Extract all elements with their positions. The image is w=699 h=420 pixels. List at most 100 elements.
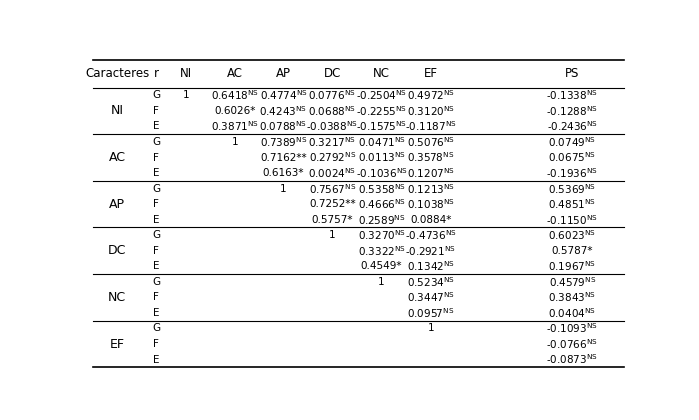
Text: -0.1093$^{\mathregular{NS}}$: -0.1093$^{\mathregular{NS}}$ xyxy=(547,322,598,336)
Text: 0.3217$^{\mathregular{NS}}$: 0.3217$^{\mathregular{NS}}$ xyxy=(308,135,356,149)
Text: 0.5787*: 0.5787* xyxy=(552,246,593,256)
Text: 0.0113$^{\mathregular{NS}}$: 0.0113$^{\mathregular{NS}}$ xyxy=(357,151,405,164)
Text: 0.0675$^{\mathregular{NS}}$: 0.0675$^{\mathregular{NS}}$ xyxy=(548,151,596,164)
Text: F: F xyxy=(153,199,159,209)
Text: AP: AP xyxy=(109,198,125,211)
Text: E: E xyxy=(153,215,159,225)
Text: AP: AP xyxy=(276,67,291,80)
Text: 0.3871$^{\mathregular{NS}}$: 0.3871$^{\mathregular{NS}}$ xyxy=(210,120,259,133)
Text: 0.0749$^{\mathregular{NS}}$: 0.0749$^{\mathregular{NS}}$ xyxy=(548,135,596,149)
Text: -0.2436$^{\mathregular{NS}}$: -0.2436$^{\mathregular{NS}}$ xyxy=(547,120,598,133)
Text: 0.0788$^{\mathregular{NS}}$: 0.0788$^{\mathregular{NS}}$ xyxy=(259,120,308,133)
Text: -0.4736$^{\mathregular{NS}}$: -0.4736$^{\mathregular{NS}}$ xyxy=(405,228,456,242)
Text: 0.3270$^{\mathregular{NS}}$: 0.3270$^{\mathregular{NS}}$ xyxy=(357,228,405,242)
Text: 0.6163*: 0.6163* xyxy=(263,168,304,178)
Text: 0.0688$^{\mathregular{NS}}$: 0.0688$^{\mathregular{NS}}$ xyxy=(308,104,356,118)
Text: 0.0404$^{\mathregular{NS}}$: 0.0404$^{\mathregular{NS}}$ xyxy=(548,306,596,320)
Text: 0.3447$^{\mathregular{NS}}$: 0.3447$^{\mathregular{NS}}$ xyxy=(407,291,455,304)
Text: -0.2504$^{\mathregular{NS}}$: -0.2504$^{\mathregular{NS}}$ xyxy=(356,89,407,102)
Text: 0.1342$^{\mathregular{NS}}$: 0.1342$^{\mathregular{NS}}$ xyxy=(407,260,455,273)
Text: 0.5757*: 0.5757* xyxy=(312,215,353,225)
Text: F: F xyxy=(153,246,159,256)
Text: 0.4851$^{\mathregular{NS}}$: 0.4851$^{\mathregular{NS}}$ xyxy=(548,197,596,211)
Text: -0.1338$^{\mathregular{NS}}$: -0.1338$^{\mathregular{NS}}$ xyxy=(547,89,598,102)
Text: 1: 1 xyxy=(428,323,434,333)
Text: -0.1187$^{\mathregular{NS}}$: -0.1187$^{\mathregular{NS}}$ xyxy=(405,120,456,133)
Text: 0.0957$^{\mathregular{NS}}$: 0.0957$^{\mathregular{NS}}$ xyxy=(408,306,454,320)
Text: -0.1288$^{\mathregular{NS}}$: -0.1288$^{\mathregular{NS}}$ xyxy=(547,104,598,118)
Text: 0.1038$^{\mathregular{NS}}$: 0.1038$^{\mathregular{NS}}$ xyxy=(407,197,455,211)
Text: -0.0766$^{\mathregular{NS}}$: -0.0766$^{\mathregular{NS}}$ xyxy=(547,337,598,351)
Text: 0.4666$^{\mathregular{NS}}$: 0.4666$^{\mathregular{NS}}$ xyxy=(357,197,405,211)
Text: NI: NI xyxy=(110,105,124,118)
Text: E: E xyxy=(153,121,159,131)
Text: 0.4579$^{\mathregular{NS}}$: 0.4579$^{\mathregular{NS}}$ xyxy=(549,275,596,289)
Text: 0.7389$^{\mathregular{NS}}$: 0.7389$^{\mathregular{NS}}$ xyxy=(260,135,307,149)
Text: F: F xyxy=(153,106,159,116)
Text: -0.1036$^{\mathregular{NS}}$: -0.1036$^{\mathregular{NS}}$ xyxy=(356,166,408,180)
Text: EF: EF xyxy=(110,338,124,351)
Text: F: F xyxy=(153,292,159,302)
Text: 0.7162**: 0.7162** xyxy=(260,152,307,163)
Text: 0.1967$^{\mathregular{NS}}$: 0.1967$^{\mathregular{NS}}$ xyxy=(548,260,596,273)
Text: 0.1207$^{\mathregular{NS}}$: 0.1207$^{\mathregular{NS}}$ xyxy=(407,166,455,180)
Text: 0.7252**: 0.7252** xyxy=(309,199,356,209)
Text: AC: AC xyxy=(226,67,243,80)
Text: 0.2589$^{\mathregular{NS}}$: 0.2589$^{\mathregular{NS}}$ xyxy=(358,213,405,227)
Text: -0.1150$^{\mathregular{NS}}$: -0.1150$^{\mathregular{NS}}$ xyxy=(547,213,598,227)
Text: 0.5369$^{\mathregular{NS}}$: 0.5369$^{\mathregular{NS}}$ xyxy=(548,182,596,195)
Text: F: F xyxy=(153,152,159,163)
Text: 0.5234$^{\mathregular{NS}}$: 0.5234$^{\mathregular{NS}}$ xyxy=(407,275,455,289)
Text: 0.4243$^{\mathregular{NS}}$: 0.4243$^{\mathregular{NS}}$ xyxy=(259,104,308,118)
Text: 0.0024$^{\mathregular{NS}}$: 0.0024$^{\mathregular{NS}}$ xyxy=(308,166,356,180)
Text: 1: 1 xyxy=(231,137,238,147)
Text: -0.2255$^{\mathregular{NS}}$: -0.2255$^{\mathregular{NS}}$ xyxy=(356,104,407,118)
Text: DC: DC xyxy=(324,67,341,80)
Text: G: G xyxy=(152,230,160,240)
Text: 0.6026*: 0.6026* xyxy=(214,106,255,116)
Text: 0.5076$^{\mathregular{NS}}$: 0.5076$^{\mathregular{NS}}$ xyxy=(407,135,455,149)
Text: 0.5358$^{\mathregular{NS}}$: 0.5358$^{\mathregular{NS}}$ xyxy=(357,182,405,195)
Text: 1: 1 xyxy=(329,230,336,240)
Text: E: E xyxy=(153,168,159,178)
Text: PS: PS xyxy=(565,67,579,80)
Text: 0.7567$^{\mathregular{NS}}$: 0.7567$^{\mathregular{NS}}$ xyxy=(308,182,356,195)
Text: 0.0884*: 0.0884* xyxy=(410,215,452,225)
Text: E: E xyxy=(153,308,159,318)
Text: E: E xyxy=(153,354,159,365)
Text: 0.4774$^{\mathregular{NS}}$: 0.4774$^{\mathregular{NS}}$ xyxy=(259,89,308,102)
Text: 1: 1 xyxy=(378,277,385,287)
Text: Caracteres: Caracteres xyxy=(85,67,150,80)
Text: NC: NC xyxy=(108,291,127,304)
Text: 1: 1 xyxy=(280,184,287,194)
Text: 0.3322$^{\mathregular{NS}}$: 0.3322$^{\mathregular{NS}}$ xyxy=(357,244,405,258)
Text: 0.3120$^{\mathregular{NS}}$: 0.3120$^{\mathregular{NS}}$ xyxy=(407,104,455,118)
Text: -0.0388$^{\mathregular{NS}}$: -0.0388$^{\mathregular{NS}}$ xyxy=(306,120,358,133)
Text: 0.2792$^{\mathregular{NS}}$: 0.2792$^{\mathregular{NS}}$ xyxy=(308,151,356,164)
Text: -0.1575$^{\mathregular{NS}}$: -0.1575$^{\mathregular{NS}}$ xyxy=(356,120,407,133)
Text: 0.6023$^{\mathregular{NS}}$: 0.6023$^{\mathregular{NS}}$ xyxy=(548,228,596,242)
Text: F: F xyxy=(153,339,159,349)
Text: NC: NC xyxy=(373,67,390,80)
Text: 0.3843$^{\mathregular{NS}}$: 0.3843$^{\mathregular{NS}}$ xyxy=(548,291,596,304)
Text: r: r xyxy=(154,67,159,80)
Text: 0.6418$^{\mathregular{NS}}$: 0.6418$^{\mathregular{NS}}$ xyxy=(210,89,259,102)
Text: AC: AC xyxy=(108,151,126,164)
Text: NI: NI xyxy=(180,67,192,80)
Text: 0.4549*: 0.4549* xyxy=(361,261,403,271)
Text: 0.3578$^{\mathregular{NS}}$: 0.3578$^{\mathregular{NS}}$ xyxy=(408,151,454,164)
Text: G: G xyxy=(152,323,160,333)
Text: G: G xyxy=(152,277,160,287)
Text: -0.1936$^{\mathregular{NS}}$: -0.1936$^{\mathregular{NS}}$ xyxy=(547,166,598,180)
Text: 0.1213$^{\mathregular{NS}}$: 0.1213$^{\mathregular{NS}}$ xyxy=(407,182,455,195)
Text: DC: DC xyxy=(108,244,127,257)
Text: G: G xyxy=(152,90,160,100)
Text: 1: 1 xyxy=(182,90,189,100)
Text: -0.0873$^{\mathregular{NS}}$: -0.0873$^{\mathregular{NS}}$ xyxy=(547,353,598,367)
Text: G: G xyxy=(152,137,160,147)
Text: -0.2921$^{\mathregular{NS}}$: -0.2921$^{\mathregular{NS}}$ xyxy=(405,244,456,258)
Text: E: E xyxy=(153,261,159,271)
Text: EF: EF xyxy=(424,67,438,80)
Text: 0.0776$^{\mathregular{NS}}$: 0.0776$^{\mathregular{NS}}$ xyxy=(308,89,356,102)
Text: 0.0471$^{\mathregular{NS}}$: 0.0471$^{\mathregular{NS}}$ xyxy=(357,135,405,149)
